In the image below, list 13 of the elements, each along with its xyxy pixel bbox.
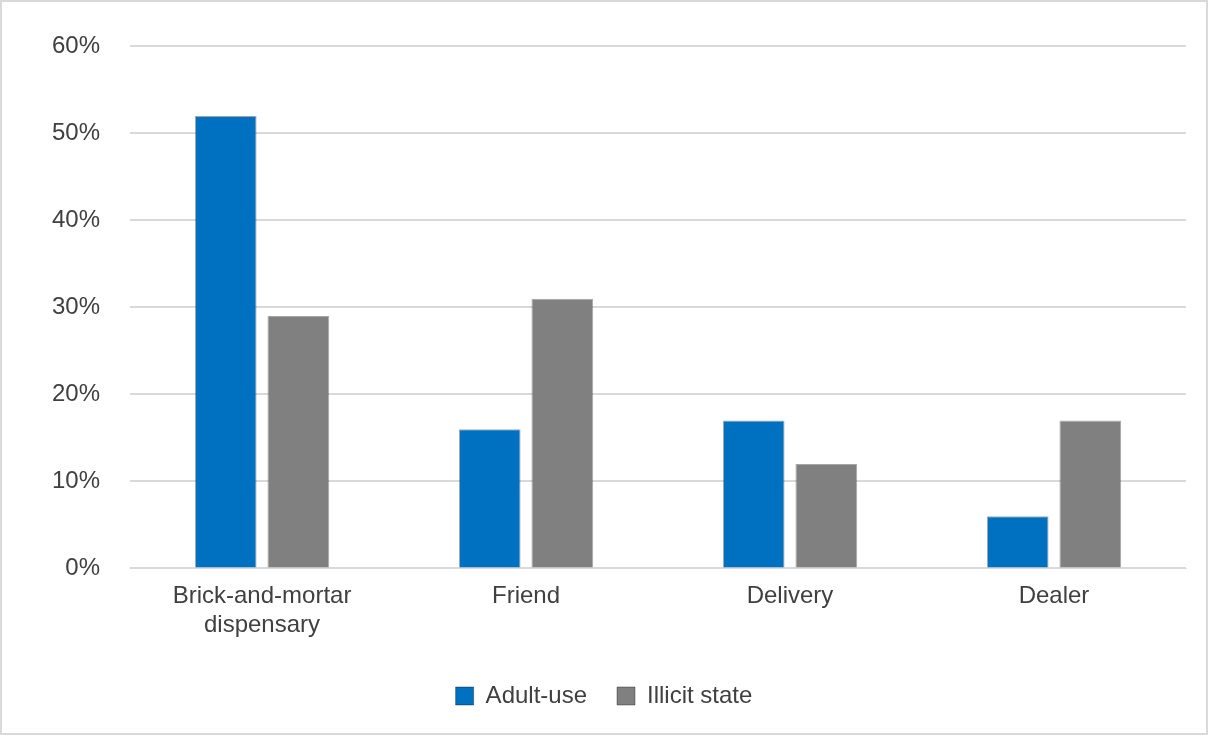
y-tick-label: 50% [51,118,101,146]
legend-label: Illicit state [647,680,753,708]
legend-label: Adult-use [485,680,588,708]
y-tick-label: 40% [51,205,101,233]
x-tick-label: Delivery [746,581,834,609]
y-tick-label: 20% [51,379,101,407]
x-tick-label: Friend [492,581,561,609]
x-tick-label: Brick-and-mortar dispensary [172,581,352,638]
y-tick-label: 10% [51,466,101,494]
y-tick-label: 30% [51,292,101,320]
x-tick-label: Dealer [1018,581,1090,609]
y-tick-label: 60% [51,31,101,59]
y-tick-label: 0% [65,553,101,581]
